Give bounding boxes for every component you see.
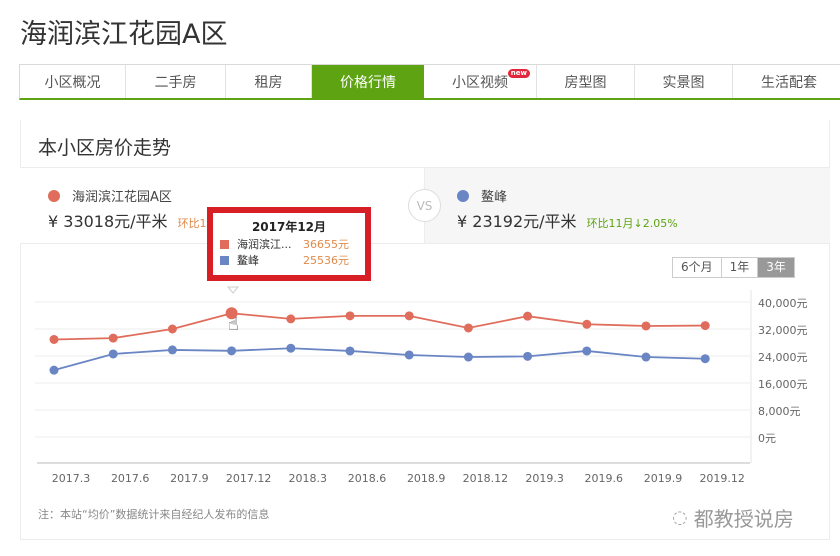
tab-bar: 小区概况 二手房 租房 价格行情 小区视频 new 房型图 实景图 生活配套: [19, 64, 840, 100]
x-tick-label: 2017.12: [225, 472, 272, 485]
data-point[interactable]: [108, 349, 118, 359]
compare-right: 鳌峰 ¥ 23192元/平米 环比11月↓2.05%: [424, 168, 830, 243]
x-tick-label: 2019.12: [699, 472, 745, 485]
range-option-0[interactable]: 6个月: [673, 258, 722, 277]
tab-label: 价格行情: [340, 74, 396, 91]
tab-5[interactable]: 房型图: [537, 65, 635, 98]
tab-3[interactable]: 价格行情: [312, 65, 424, 98]
vs-icon: VS: [408, 189, 441, 222]
data-point[interactable]: [463, 323, 473, 333]
tab-6[interactable]: 实景图: [635, 65, 733, 98]
swatch-blue-icon: [220, 255, 229, 265]
watermark: ◌ 都教授说房: [672, 507, 794, 531]
tab-label: 实景图: [662, 74, 705, 91]
y-tick-label: 24,000元: [758, 351, 808, 364]
page-title: 海润滨江花园A区: [20, 19, 228, 50]
data-point[interactable]: [286, 314, 296, 324]
x-tick-label: 2018.3: [288, 472, 328, 485]
data-point[interactable]: [286, 343, 296, 353]
tab-label: 二手房: [154, 74, 197, 91]
data-point[interactable]: [227, 346, 237, 356]
data-point[interactable]: [345, 346, 355, 356]
y-tick-label: 16,000元: [758, 378, 808, 391]
community-name: 海润滨江花园A区: [72, 190, 172, 205]
hand-cursor-icon: ☝: [228, 314, 239, 335]
x-tick-label: 2019.9: [643, 472, 683, 485]
tooltip-title: 2017年12月: [251, 220, 327, 234]
tab-label: 生活配套: [761, 74, 817, 91]
series-dot-blue-icon: [457, 189, 469, 202]
data-point[interactable]: [641, 321, 651, 331]
data-point[interactable]: [523, 351, 533, 361]
compare-panel: 海润滨江花园A区 ¥ 33018元/平米 环比1 鳌峰 ¥ 23192元/平米 环比…: [20, 167, 830, 244]
series-line-1: [53, 347, 706, 372]
chart-tooltip: 2017年12月 海润滨江... 36655元 鳌峰 25536元: [207, 207, 371, 281]
range-option-1[interactable]: 1年: [721, 258, 759, 277]
price-trend-section: [20, 120, 830, 540]
tooltip-row: 鳌峰 25536元: [220, 253, 365, 267]
tab-4[interactable]: 小区视频 new: [424, 65, 537, 98]
data-point[interactable]: [49, 365, 59, 375]
tab-1[interactable]: 二手房: [126, 65, 226, 98]
y-tick-label: 40,000元: [758, 297, 808, 310]
area-price: ¥ 23192元/平米: [457, 212, 577, 231]
tab-0[interactable]: 小区概况: [20, 65, 126, 98]
data-point[interactable]: [641, 352, 651, 362]
y-tick-label: 32,000元: [758, 324, 808, 337]
community-price: ¥ 33018元/平米: [48, 212, 168, 231]
data-point[interactable]: [225, 307, 238, 320]
data-point[interactable]: [582, 319, 592, 329]
data-point[interactable]: [49, 334, 59, 344]
range-selector: 6个月 1年 3年: [672, 257, 795, 278]
tab-2[interactable]: 租房: [226, 65, 312, 98]
data-point[interactable]: [345, 311, 355, 321]
range-option-2[interactable]: 3年: [758, 258, 794, 277]
tab-label: 房型图: [564, 74, 607, 91]
data-point[interactable]: [523, 311, 533, 321]
wechat-icon: ◌: [672, 507, 688, 528]
x-tick-label: 2018.9: [406, 472, 446, 485]
community-change: 环比1: [177, 217, 207, 230]
x-tick-label: 2018.6: [347, 472, 387, 485]
swatch-red-icon: [220, 239, 229, 249]
area-change: 环比11月↓2.05%: [586, 217, 678, 230]
tab-label: 租房: [254, 74, 283, 91]
x-tick-label: 2017.6: [110, 472, 150, 485]
tab-7[interactable]: 生活配套: [733, 65, 840, 98]
tab-label: 小区视频: [452, 74, 508, 91]
tab-label: 小区概况: [44, 74, 101, 91]
data-point[interactable]: [404, 311, 414, 321]
section-title: 本小区房价走势: [38, 137, 172, 159]
data-point[interactable]: [167, 324, 177, 334]
series-dot-red-icon: [48, 189, 60, 202]
area-name: 鳌峰: [481, 190, 508, 205]
data-point[interactable]: [463, 352, 473, 362]
data-point[interactable]: [108, 333, 118, 343]
data-point[interactable]: [404, 350, 414, 360]
x-tick-label: 2017.9: [170, 472, 209, 485]
x-tick-label: 2017.3: [51, 472, 91, 485]
data-point[interactable]: [167, 345, 177, 355]
x-tick-label: 2019.6: [584, 472, 624, 485]
footnote: 注：本站“均价”数据统计来自经纪人发布的信息: [38, 508, 270, 521]
series-line-0: [53, 312, 706, 341]
new-badge: new: [507, 69, 530, 78]
x-tick-label: 2018.12: [462, 472, 509, 485]
y-tick-label: 8,000元: [758, 405, 801, 418]
tooltip-row: 海润滨江... 36655元: [220, 237, 365, 251]
data-point[interactable]: [700, 354, 710, 364]
data-point[interactable]: [582, 346, 592, 356]
x-tick-label: 2019.3: [525, 472, 564, 485]
y-tick-label: 0元: [758, 432, 776, 445]
data-point[interactable]: [700, 321, 710, 331]
